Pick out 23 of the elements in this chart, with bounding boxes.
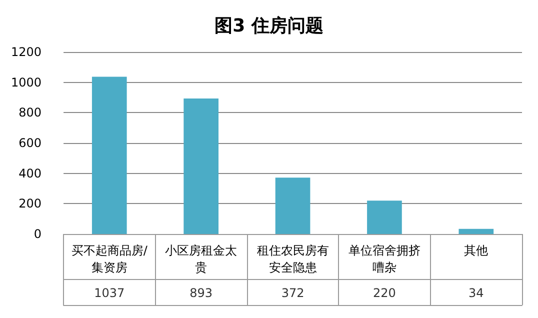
x-tick-label: 买不起商品房/集资房 — [71, 244, 148, 274]
bar — [458, 228, 494, 234]
y-tick-label: 200 — [18, 196, 42, 211]
bar — [367, 200, 402, 234]
data-label: 34 — [468, 286, 484, 300]
data-label: 893 — [190, 286, 213, 300]
bar — [275, 178, 310, 234]
y-tick-label: 400 — [18, 166, 42, 180]
x-tick-label: 单位宿舍拥挤嘈杂 — [348, 244, 420, 274]
data-label: 372 — [281, 286, 304, 300]
data-label: 1037 — [94, 286, 125, 300]
x-tick-label: 租住农民房有安全隐患 — [256, 244, 329, 274]
x-tick-label: 小区房租金太贵 — [165, 244, 238, 274]
y-tick-label: 600 — [18, 136, 42, 150]
y-tick-label: 0 — [34, 227, 42, 241]
y-tick-label: 1200 — [10, 45, 42, 59]
chart-title: 图3 住房问题 — [214, 16, 324, 36]
x-tick-label: 其他 — [464, 244, 488, 258]
data-label: 220 — [373, 286, 396, 300]
bar — [184, 98, 218, 234]
y-tick-label: 1000 — [10, 75, 42, 90]
y-tick-label: 800 — [18, 106, 42, 120]
bar — [92, 76, 127, 234]
